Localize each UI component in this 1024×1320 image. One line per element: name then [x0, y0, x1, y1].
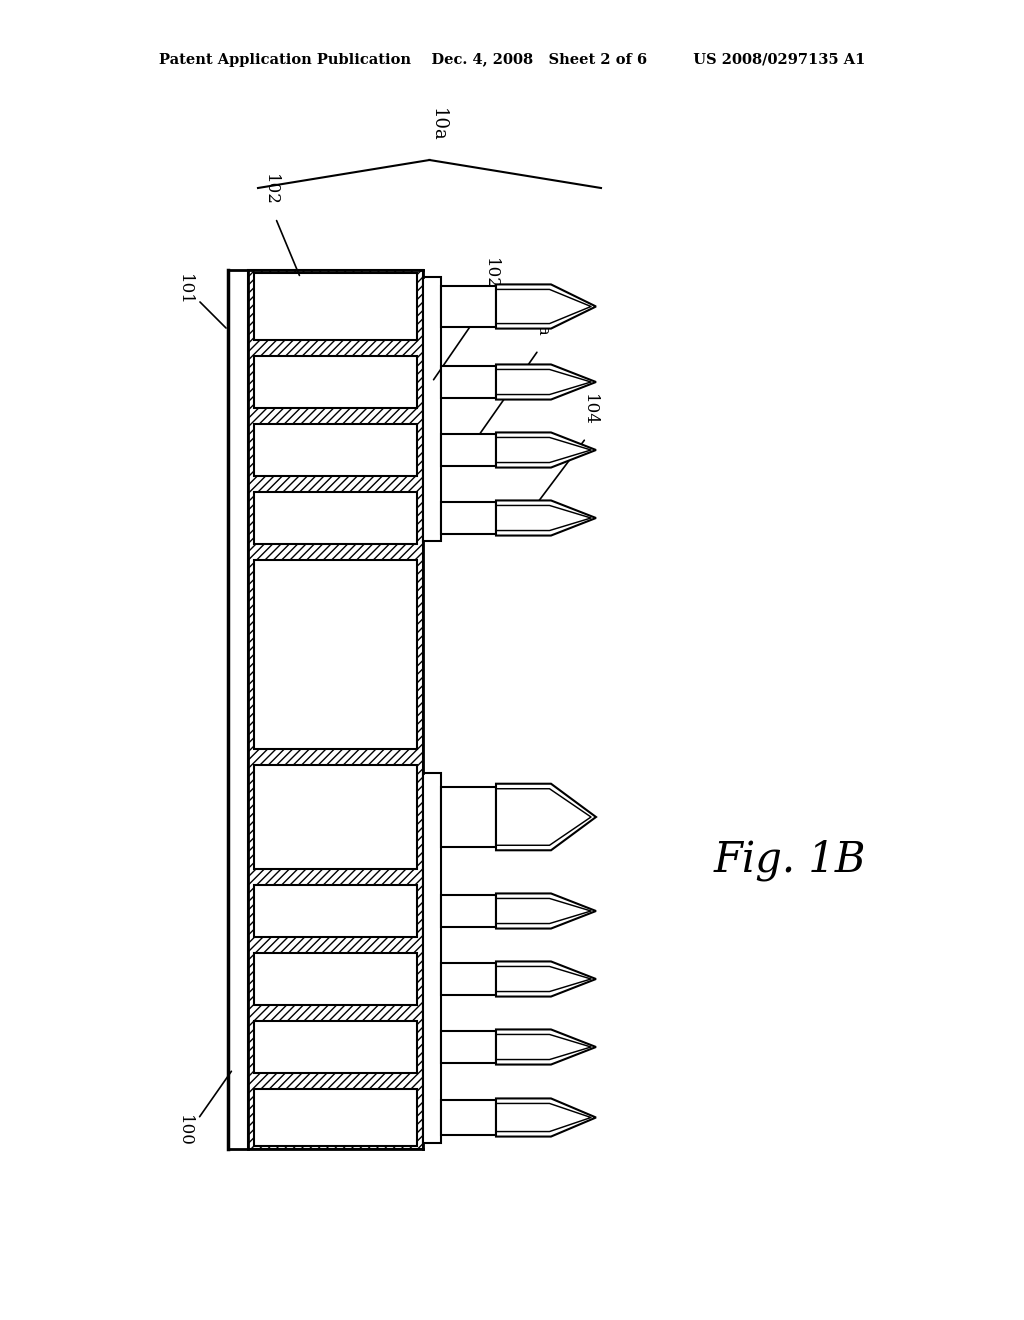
Text: 10a: 10a	[428, 108, 446, 143]
Bar	[441, 895, 496, 927]
Text: 102: 102	[262, 174, 279, 206]
Bar	[254, 273, 417, 341]
Bar	[254, 492, 417, 544]
Text: 101: 101	[176, 275, 193, 306]
Bar	[423, 277, 441, 541]
Polygon shape	[496, 784, 596, 850]
Bar	[254, 1020, 417, 1073]
Text: 103a: 103a	[534, 296, 550, 338]
Bar	[441, 286, 496, 326]
Bar	[441, 1031, 496, 1063]
Bar	[441, 964, 496, 995]
Bar	[254, 884, 417, 937]
Bar	[248, 271, 423, 1148]
Polygon shape	[496, 894, 596, 928]
Text: 104: 104	[581, 395, 597, 426]
Bar	[423, 774, 441, 1143]
Bar	[441, 502, 496, 535]
Polygon shape	[496, 433, 596, 467]
Polygon shape	[496, 284, 596, 329]
Polygon shape	[496, 1098, 596, 1137]
Bar	[441, 1100, 496, 1135]
Bar	[254, 560, 417, 748]
Text: Fig. 1B: Fig. 1B	[714, 840, 866, 880]
Polygon shape	[496, 500, 596, 536]
Polygon shape	[496, 364, 596, 400]
Text: 100: 100	[176, 1115, 193, 1147]
Bar	[441, 434, 496, 466]
Text: Patent Application Publication    Dec. 4, 2008   Sheet 2 of 6         US 2008/02: Patent Application Publication Dec. 4, 2…	[159, 53, 865, 67]
Polygon shape	[496, 1030, 596, 1064]
Bar	[254, 953, 417, 1005]
Text: 102: 102	[481, 259, 499, 290]
Bar	[254, 766, 417, 869]
Polygon shape	[496, 961, 596, 997]
Bar	[254, 1089, 417, 1146]
Bar	[441, 366, 496, 397]
Bar	[254, 424, 417, 477]
Bar	[441, 787, 496, 847]
Bar	[254, 356, 417, 408]
